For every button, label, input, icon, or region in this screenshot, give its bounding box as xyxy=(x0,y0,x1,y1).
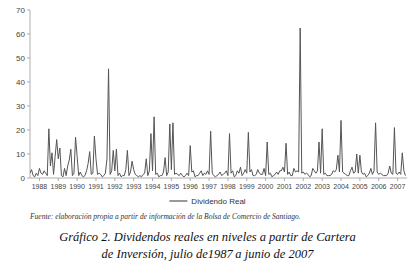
x-tick xyxy=(303,178,304,181)
y-tick xyxy=(27,154,30,155)
x-tick xyxy=(322,178,323,181)
legend-swatch xyxy=(169,200,187,201)
x-tick-label: 2004 xyxy=(333,183,349,190)
x-tick-label: 1988 xyxy=(32,183,48,190)
y-axis xyxy=(30,10,31,178)
y-tick-label: 40 xyxy=(16,78,25,87)
x-tick xyxy=(397,178,398,181)
x-axis xyxy=(30,178,407,179)
x-tick-label: 2002 xyxy=(296,183,312,190)
y-tick xyxy=(27,34,30,35)
x-tick xyxy=(133,178,134,181)
y-tick-label: 60 xyxy=(16,30,25,39)
y-tick xyxy=(27,58,30,59)
y-tick-label: 10 xyxy=(16,150,25,159)
title-line: Gráfico 2. Dividendos reales en niveles … xyxy=(59,230,356,244)
y-tick-label: 50 xyxy=(16,54,25,63)
x-tick-label: 2007 xyxy=(390,183,406,190)
x-tick xyxy=(58,178,59,181)
y-ticks: 0 10 20 30 40 50 60 70 xyxy=(16,6,30,183)
x-tick-label: 1995 xyxy=(164,183,180,190)
x-tick xyxy=(39,178,40,181)
y-tick xyxy=(27,106,30,107)
title-line: de Inversión, julio de1987 a junio de 20… xyxy=(102,247,315,261)
x-tick-label: 1990 xyxy=(69,183,85,190)
y-tick xyxy=(27,82,30,83)
y-tick-label: 0 xyxy=(21,174,26,183)
x-tick-label: 2006 xyxy=(371,183,387,190)
x-tick-label: 1996 xyxy=(182,183,198,190)
x-tick-label: 1997 xyxy=(201,183,217,190)
x-tick xyxy=(341,178,342,181)
x-tick-label: 1998 xyxy=(220,183,236,190)
plot-data xyxy=(30,28,405,177)
x-tick-label: 2003 xyxy=(314,183,330,190)
x-tick-label: 2001 xyxy=(277,183,293,190)
x-tick-label: 2005 xyxy=(352,183,368,190)
x-tick xyxy=(190,178,191,181)
title: Gráfico 2. Dividendos reales en niveles … xyxy=(59,230,356,261)
x-tick xyxy=(227,178,228,181)
x-tick-label: 1991 xyxy=(88,183,104,190)
y-tick xyxy=(27,10,30,11)
x-tick xyxy=(171,178,172,181)
x-tick-label: 1993 xyxy=(126,183,142,190)
x-tick xyxy=(152,178,153,181)
x-tick-label: 1992 xyxy=(107,183,123,190)
legend: Dividendo Real xyxy=(169,197,245,206)
y-tick-label: 20 xyxy=(16,126,25,135)
y-tick xyxy=(27,130,30,131)
x-tick-label: 1994 xyxy=(145,183,161,190)
y-tick xyxy=(27,178,30,179)
x-tick xyxy=(265,178,266,181)
x-tick xyxy=(246,178,247,181)
x-tick xyxy=(284,178,285,181)
x-tick xyxy=(77,178,78,181)
series-line xyxy=(30,28,405,177)
x-tick xyxy=(95,178,96,181)
legend-label: Dividendo Real xyxy=(191,197,245,206)
x-tick-label: 1989 xyxy=(50,183,66,190)
x-tick xyxy=(209,178,210,181)
x-tick xyxy=(378,178,379,181)
x-tick xyxy=(114,178,115,181)
footnote: Fuente: elaboración propia a partir de i… xyxy=(29,212,301,221)
x-tick-label: 1999 xyxy=(239,183,255,190)
x-tick xyxy=(359,178,360,181)
y-tick-label: 30 xyxy=(16,102,25,111)
x-tick-label: 2000 xyxy=(258,183,274,190)
y-tick-label: 70 xyxy=(16,6,25,15)
x-ticks: 1988198919901991199219931994199519961997… xyxy=(32,178,406,190)
chart: 0102030405060701988198919901991199219931… xyxy=(0,0,415,277)
